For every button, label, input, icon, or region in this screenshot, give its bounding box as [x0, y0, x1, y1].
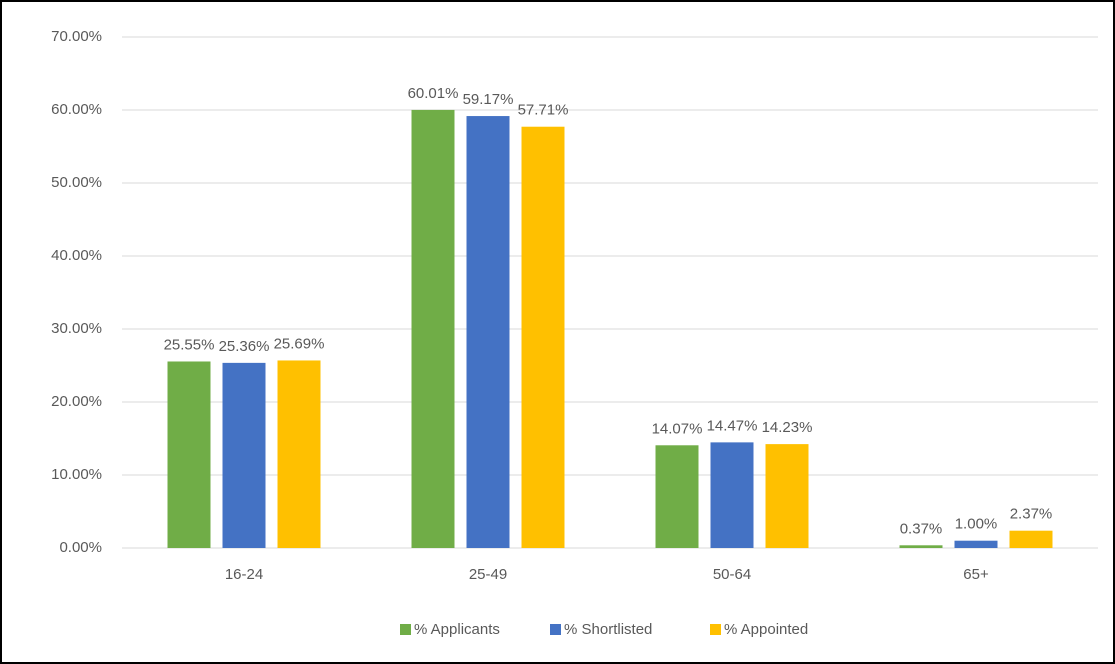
bar — [710, 442, 754, 548]
legend-label: % Appointed — [724, 621, 808, 638]
x-tick-label: 50-64 — [713, 566, 751, 583]
bar — [765, 444, 809, 548]
bar — [655, 445, 699, 548]
y-tick-label: 50.00% — [51, 174, 102, 191]
y-tick-label: 70.00% — [51, 28, 102, 45]
data-label: 14.23% — [762, 419, 813, 436]
bar — [521, 126, 565, 548]
y-tick-label: 10.00% — [51, 466, 102, 483]
data-label: 25.69% — [274, 335, 325, 352]
data-label: 2.37% — [1010, 506, 1053, 523]
bar — [411, 109, 455, 548]
bar — [899, 545, 943, 548]
y-tick-label: 60.00% — [51, 101, 102, 118]
data-label: 0.37% — [900, 520, 943, 537]
y-tick-label: 20.00% — [51, 393, 102, 410]
data-label: 57.71% — [518, 102, 569, 119]
data-label: 60.01% — [408, 85, 459, 102]
x-tick-label: 16-24 — [225, 566, 263, 583]
bar — [466, 116, 510, 549]
bar — [222, 362, 266, 548]
data-label: 14.07% — [652, 420, 703, 437]
legend-swatch — [710, 624, 721, 635]
y-tick-label: 30.00% — [51, 320, 102, 337]
legend-swatch — [550, 624, 561, 635]
data-label: 59.17% — [463, 91, 514, 108]
bar — [1009, 530, 1053, 548]
y-tick-label: 40.00% — [51, 247, 102, 264]
legend-label: % Applicants — [414, 621, 500, 638]
y-tick-label: 0.00% — [59, 539, 102, 556]
bar — [277, 360, 321, 548]
data-label: 1.00% — [955, 516, 998, 533]
legend-swatch — [400, 624, 411, 635]
x-tick-label: 25-49 — [469, 566, 507, 583]
data-label: 14.47% — [707, 417, 758, 434]
bar — [167, 361, 211, 548]
bar — [954, 540, 998, 548]
data-label: 25.55% — [164, 336, 215, 353]
legend-label: % Shortlisted — [564, 621, 652, 638]
data-label: 25.36% — [219, 338, 270, 355]
x-tick-label: 65+ — [963, 566, 989, 583]
